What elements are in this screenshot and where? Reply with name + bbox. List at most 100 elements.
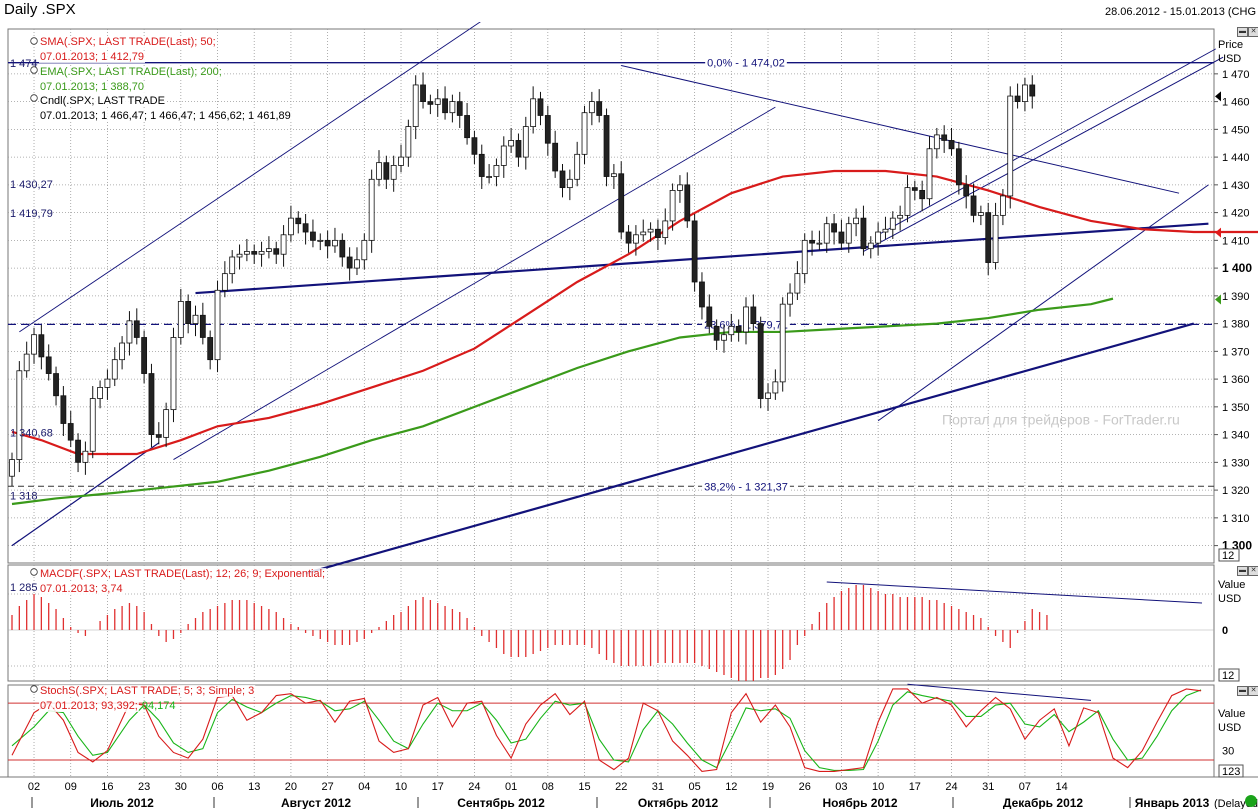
candle-body[interactable] xyxy=(133,320,140,338)
candle-body[interactable] xyxy=(625,231,632,244)
candle-body[interactable] xyxy=(31,334,37,355)
candle-body[interactable] xyxy=(251,251,258,255)
candle-body[interactable] xyxy=(640,231,647,236)
candle-body[interactable] xyxy=(346,256,353,269)
candle-body[interactable] xyxy=(302,223,309,233)
candle-body[interactable] xyxy=(713,325,720,341)
candle-body[interactable] xyxy=(823,223,830,244)
candle-body[interactable] xyxy=(1007,95,1014,197)
candle-body[interactable] xyxy=(684,184,691,222)
candle-body[interactable] xyxy=(779,303,786,383)
candle-body[interactable] xyxy=(655,228,661,238)
candle-body[interactable] xyxy=(97,387,103,399)
candle-body[interactable] xyxy=(420,84,426,103)
candle-body[interactable] xyxy=(838,231,845,244)
candle-body[interactable] xyxy=(618,173,625,233)
candle-body[interactable] xyxy=(89,398,96,452)
candle-body[interactable] xyxy=(258,251,265,255)
legend-toggle-icon[interactable] xyxy=(30,685,38,693)
candle-body[interactable] xyxy=(750,306,757,325)
candle-body[interactable] xyxy=(574,153,581,180)
candle-body[interactable] xyxy=(662,220,669,238)
candle-body[interactable] xyxy=(310,231,316,241)
candle-body[interactable] xyxy=(552,142,559,172)
candle-body[interactable] xyxy=(295,217,302,225)
candle-body[interactable] xyxy=(787,292,793,305)
candle-body[interactable] xyxy=(493,165,500,177)
candle-body[interactable] xyxy=(398,156,404,166)
stoch-close-button[interactable]: ✕ xyxy=(1248,686,1258,696)
candle-body[interactable] xyxy=(199,314,206,338)
candle-body[interactable] xyxy=(361,239,368,261)
candle-body[interactable] xyxy=(765,392,771,399)
candle-body[interactable] xyxy=(757,323,764,399)
candle-body[interactable] xyxy=(288,217,294,236)
candle-body[interactable] xyxy=(537,98,544,116)
candle-body[interactable] xyxy=(170,337,177,411)
candle-body[interactable] xyxy=(596,101,603,116)
candle-body[interactable] xyxy=(464,115,470,139)
candle-body[interactable] xyxy=(442,98,448,114)
candle-body[interactable] xyxy=(53,373,59,397)
candle-body[interactable] xyxy=(515,140,522,158)
candle-body[interactable] xyxy=(317,239,324,242)
candle-body[interactable] xyxy=(691,220,698,283)
candle-body[interactable] xyxy=(911,187,918,191)
candle-body[interactable] xyxy=(221,273,228,291)
candle-body[interactable] xyxy=(177,300,184,338)
candle-body[interactable] xyxy=(794,273,801,294)
candle-body[interactable] xyxy=(427,101,434,105)
candle-body[interactable] xyxy=(941,134,948,141)
candle-body[interactable] xyxy=(831,223,837,233)
candle-body[interactable] xyxy=(955,148,962,186)
candle-body[interactable] xyxy=(897,214,904,219)
candle-body[interactable] xyxy=(530,98,537,127)
candle-body[interactable] xyxy=(405,126,412,158)
candle-body[interactable] xyxy=(67,423,74,441)
candle-body[interactable] xyxy=(486,176,493,178)
candle-body[interactable] xyxy=(706,306,713,327)
candle-body[interactable] xyxy=(963,184,970,197)
candle-body[interactable] xyxy=(1000,195,1006,216)
candle-body[interactable] xyxy=(677,184,683,191)
candle-body[interactable] xyxy=(383,162,390,180)
candle-body[interactable] xyxy=(38,334,45,358)
candle-body[interactable] xyxy=(867,242,874,250)
candle-body[interactable] xyxy=(1029,84,1036,97)
candle-body[interactable] xyxy=(141,337,148,374)
panel-close-button[interactable]: ✕ xyxy=(1248,27,1258,37)
candle-body[interactable] xyxy=(229,256,236,275)
macd-close-button[interactable]: ✕ xyxy=(1248,566,1258,576)
candle-body[interactable] xyxy=(192,314,199,324)
macd-minimize-button[interactable]: ▬ xyxy=(1237,566,1248,576)
candle-body[interactable] xyxy=(970,195,977,216)
candle-body[interactable] xyxy=(933,134,940,150)
candle-body[interactable] xyxy=(23,353,30,372)
candle-body[interactable] xyxy=(743,306,749,333)
candle-body[interactable] xyxy=(354,259,360,269)
candle-body[interactable] xyxy=(772,381,779,394)
candle-body[interactable] xyxy=(207,337,214,361)
candle-body[interactable] xyxy=(544,115,551,144)
candle-body[interactable] xyxy=(332,239,338,247)
candle-body[interactable] xyxy=(148,373,155,435)
candle-body[interactable] xyxy=(111,359,118,380)
candle-body[interactable] xyxy=(508,140,515,147)
candle-body[interactable] xyxy=(721,334,727,341)
candle-body[interactable] xyxy=(926,148,933,200)
legend-toggle-icon[interactable] xyxy=(30,568,38,576)
candle-body[interactable] xyxy=(434,98,441,105)
candle-body[interactable] xyxy=(948,140,955,150)
candle-body[interactable] xyxy=(126,320,133,344)
candle-body[interactable] xyxy=(559,170,566,189)
legend-toggle-icon[interactable] xyxy=(30,37,38,45)
legend-toggle-icon[interactable] xyxy=(30,94,38,102)
candle-body[interactable] xyxy=(471,137,478,155)
panel-minimize-button[interactable]: ▬ xyxy=(1237,27,1248,37)
candle-body[interactable] xyxy=(669,189,676,222)
candle-body[interactable] xyxy=(985,212,992,263)
candle-body[interactable] xyxy=(273,248,280,255)
candle-body[interactable] xyxy=(236,253,243,258)
candle-body[interactable] xyxy=(889,217,896,230)
candle-body[interactable] xyxy=(324,239,331,247)
